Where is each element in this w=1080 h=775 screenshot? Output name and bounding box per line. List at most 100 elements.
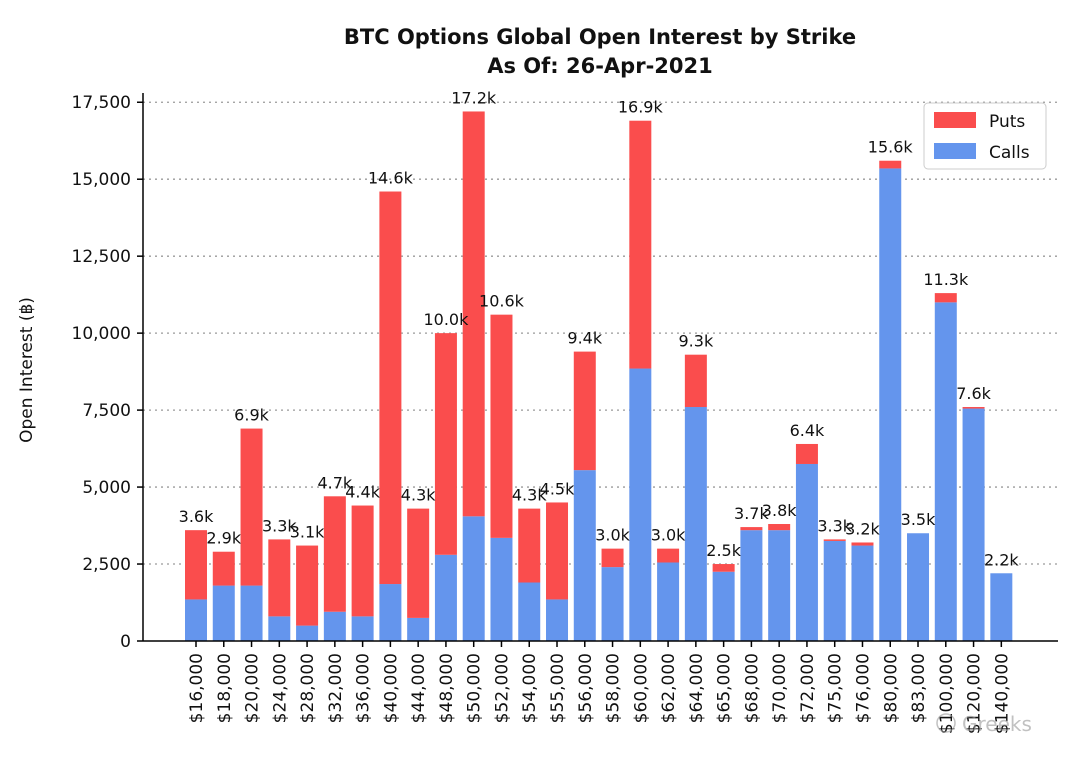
x-tick-label: $65,000 — [715, 653, 735, 723]
watermark-text: Greeks — [962, 712, 1032, 736]
x-tick-label: $76,000 — [853, 653, 873, 723]
x-tick-label: $55,000 — [548, 653, 568, 723]
x-tick-label: $72,000 — [798, 653, 818, 723]
bar-total-label: 3.3k — [262, 516, 297, 535]
bar-puts — [407, 508, 430, 618]
x-tick-label: $18,000 — [215, 653, 235, 723]
bar-calls — [907, 533, 930, 641]
y-tick-label: 5,000 — [82, 478, 131, 498]
bar-total-label: 4.4k — [345, 483, 380, 502]
bar-calls — [768, 530, 791, 641]
bar-total-label: 4.3k — [401, 486, 436, 505]
bar-calls — [879, 168, 902, 641]
bar-calls — [462, 516, 485, 641]
bar-calls — [434, 554, 457, 641]
bar-puts — [684, 354, 707, 408]
bar-calls — [185, 599, 207, 641]
x-tick-label: $60,000 — [631, 653, 651, 723]
bar-total-label: 15.6k — [868, 138, 914, 157]
watermark-icon — [936, 713, 956, 733]
y-tick-label: 12,500 — [72, 247, 131, 267]
x-tick-label: $20,000 — [243, 653, 263, 723]
chart-title: BTC Options Global Open Interest by Stri… — [344, 25, 856, 49]
bar-puts — [351, 505, 374, 617]
bar-calls — [684, 407, 707, 641]
x-tick-label: $24,000 — [270, 653, 290, 723]
bar-puts — [934, 293, 957, 303]
bar-puts — [546, 502, 569, 600]
bar-total-label: 7.6k — [956, 384, 991, 403]
y-tick-label: 15,000 — [72, 170, 131, 190]
x-tick-label: $16,000 — [187, 653, 207, 723]
legend-label-puts: Puts — [989, 112, 1025, 132]
bar-calls — [240, 585, 263, 641]
bar-total-label: 2.5k — [706, 541, 741, 560]
x-tick-label: $62,000 — [659, 653, 679, 723]
bar-total-label: 10.0k — [423, 310, 469, 329]
y-tick-label: 2,500 — [82, 555, 131, 575]
y-axis-ticks: 0 2,500 5,000 7,500 10,000 12,500 15,000 17,500 — [72, 93, 143, 652]
bar-calls — [518, 582, 541, 641]
watermark: Greeks — [936, 712, 1032, 736]
bar-total-label: 16.9k — [618, 98, 664, 117]
bar-puts — [768, 524, 791, 531]
chart-subtitle: As Of: 26-Apr-2021 — [487, 54, 713, 78]
bar-total-label: 6.4k — [790, 421, 825, 440]
bar-calls — [795, 463, 818, 641]
bar-puts — [712, 564, 735, 572]
bar-calls — [601, 567, 624, 641]
bar-calls — [268, 616, 291, 641]
x-tick-label: $70,000 — [770, 653, 790, 723]
x-tick-label: $140,000 — [992, 653, 1012, 734]
bar-puts — [240, 428, 263, 586]
bar-total-label: 3.3k — [817, 516, 852, 535]
legend: Puts Calls — [923, 102, 1047, 170]
y-tick-label: 0 — [120, 632, 131, 652]
x-tick-label: $36,000 — [354, 653, 374, 723]
bar-total-label: 17.2k — [451, 88, 497, 107]
bar-total-label: 2.2k — [984, 550, 1019, 569]
y-tick-label: 17,500 — [72, 93, 131, 113]
bar-puts — [434, 333, 457, 555]
bar-puts — [601, 548, 624, 568]
x-tick-label: $52,000 — [492, 653, 512, 723]
x-tick-label: $40,000 — [381, 653, 401, 723]
legend-swatch-puts — [934, 112, 976, 128]
bar-calls — [379, 584, 402, 641]
bar-calls — [351, 616, 374, 641]
bar-total-label: 3.6k — [179, 507, 214, 526]
bar-total-label: 3.0k — [595, 526, 630, 545]
bar-calls — [712, 571, 735, 641]
y-tick-label: 7,500 — [82, 401, 131, 421]
bar-puts — [185, 530, 207, 600]
y-tick-label: 10,000 — [72, 324, 131, 344]
bar-calls — [934, 302, 957, 641]
bar-total-label: 3.8k — [762, 501, 797, 520]
bar-calls — [573, 470, 596, 641]
bar-total-label: 3.1k — [290, 523, 325, 542]
bar-total-labels: 3.6k2.9k6.9k3.3k3.1k4.7k4.4k14.6k4.3k10.… — [179, 88, 1020, 569]
bar-total-label: 3.5k — [901, 510, 936, 529]
x-tick-label: $56,000 — [576, 653, 596, 723]
bar-puts — [962, 407, 985, 409]
bar-puts — [629, 120, 652, 369]
bar-puts — [573, 351, 596, 471]
x-tick-label: $80,000 — [881, 653, 901, 723]
bar-puts — [851, 542, 874, 546]
bar-total-label: 14.6k — [368, 169, 414, 188]
bar-puts — [795, 443, 818, 464]
bar-total-label: 11.3k — [923, 270, 969, 289]
bar-puts — [490, 314, 513, 538]
x-tick-label: $83,000 — [909, 653, 929, 723]
bar-puts — [879, 160, 902, 169]
bar-total-label: 9.4k — [567, 329, 602, 348]
bar-calls — [740, 530, 763, 641]
x-tick-label: $54,000 — [520, 653, 540, 723]
bar-total-label: 3.2k — [845, 519, 880, 538]
x-tick-label: $58,000 — [604, 653, 624, 723]
bar-calls — [629, 368, 652, 641]
bar-puts — [823, 539, 846, 541]
x-tick-label: $68,000 — [742, 653, 762, 723]
x-tick-label: $32,000 — [326, 653, 346, 723]
